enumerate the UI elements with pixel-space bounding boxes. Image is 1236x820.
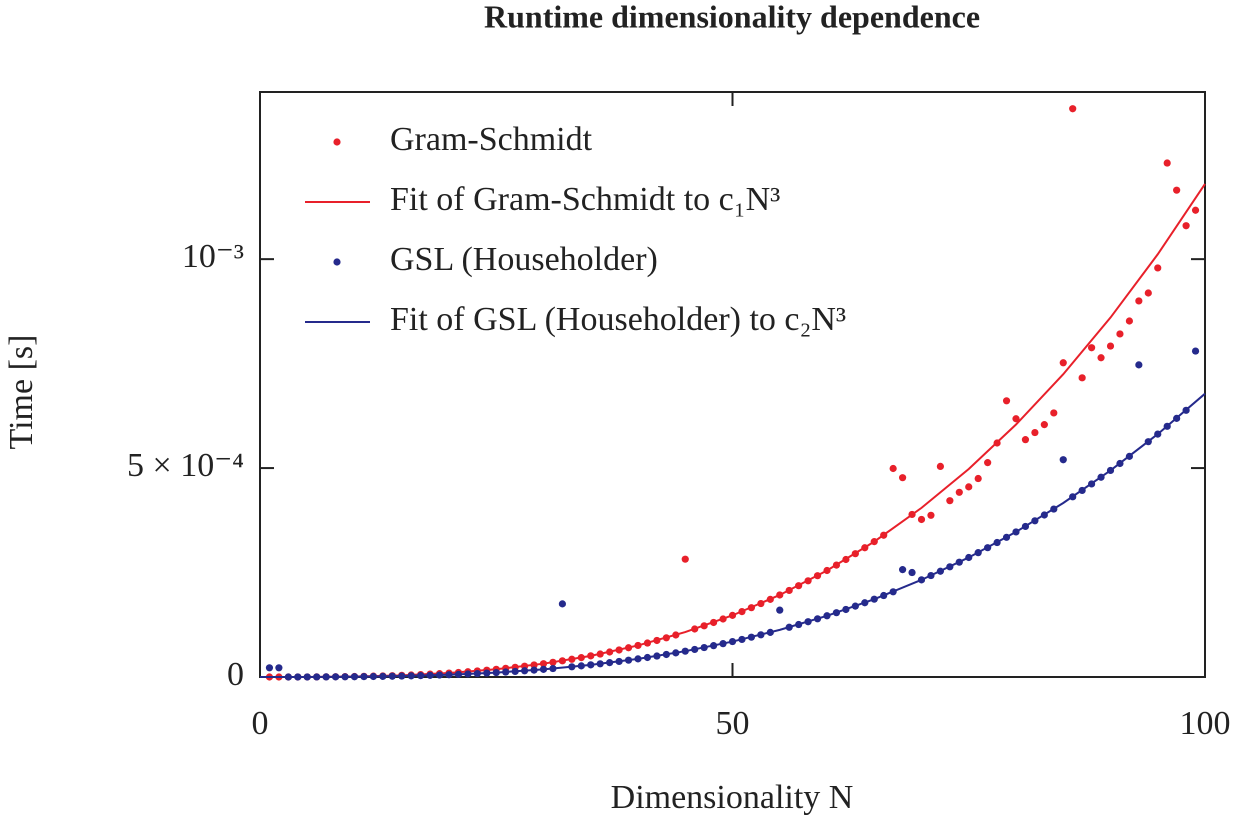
- data-point: [1116, 330, 1124, 338]
- data-point: [1125, 317, 1133, 325]
- data-point: [558, 600, 567, 608]
- y-tick-label: 10⁻³: [182, 238, 244, 275]
- legend-label: GSL (Householder): [390, 241, 658, 278]
- data-point: [776, 606, 784, 614]
- data-point: [681, 555, 689, 563]
- data-point: [265, 664, 274, 672]
- data-point: [275, 664, 283, 672]
- data-point: [899, 566, 907, 574]
- data-point: [955, 488, 963, 496]
- data-point: [1106, 342, 1115, 350]
- y-tick-label: 0: [227, 656, 244, 693]
- data-point: [1078, 374, 1086, 382]
- x-tick-label: 0: [252, 705, 269, 742]
- data-point: [974, 474, 982, 483]
- x-tick-label: 50: [716, 705, 750, 742]
- data-point: [927, 511, 935, 519]
- data-point: [1021, 436, 1030, 444]
- legend-label: Gram-Schmidt: [390, 121, 593, 158]
- data-point: [1002, 397, 1011, 405]
- fit-line: [259, 392, 1206, 678]
- data-point: [1191, 347, 1200, 355]
- data-point: [1059, 456, 1067, 464]
- y-axis-label: Time [s]: [3, 335, 40, 450]
- plot-frame: [259, 91, 1206, 678]
- data-point: [908, 568, 916, 577]
- data-point: [1163, 159, 1171, 167]
- data-point: [1069, 105, 1077, 113]
- legend-label: Fit of Gram-Schmidt to c₁N³: [390, 181, 780, 218]
- chart-title: Runtime dimensionality dependence: [484, 0, 980, 34]
- data-point: [1012, 415, 1020, 423]
- data-point: [1088, 344, 1096, 352]
- data-point: [1154, 264, 1162, 272]
- data-point: [917, 515, 926, 524]
- data-point: [936, 462, 945, 470]
- data-point: [984, 459, 992, 467]
- legend-marker: [333, 138, 341, 146]
- y-tick-label: 5 × 10⁻⁴: [127, 447, 244, 484]
- x-axis-label: Dimensionality N: [611, 779, 854, 816]
- data-point: [1135, 361, 1143, 369]
- data-point: [965, 483, 973, 491]
- x-tick-label: 100: [1180, 705, 1231, 742]
- legend-label: Fit of GSL (Householder) to c₂N³: [390, 301, 846, 338]
- data-point: [899, 474, 907, 482]
- data-point: [1050, 409, 1058, 417]
- data-point: [946, 497, 954, 505]
- data-point: [1040, 421, 1048, 429]
- data-point: [1059, 359, 1067, 367]
- legend-marker: [333, 258, 341, 266]
- data-point: [1135, 297, 1143, 305]
- data-point: [1031, 428, 1039, 437]
- data-point: [1144, 289, 1152, 297]
- data-point: [889, 464, 897, 473]
- data-point: [1182, 222, 1190, 230]
- data-point: [1173, 186, 1181, 194]
- data-point: [1191, 206, 1200, 214]
- data-point: [1097, 354, 1105, 362]
